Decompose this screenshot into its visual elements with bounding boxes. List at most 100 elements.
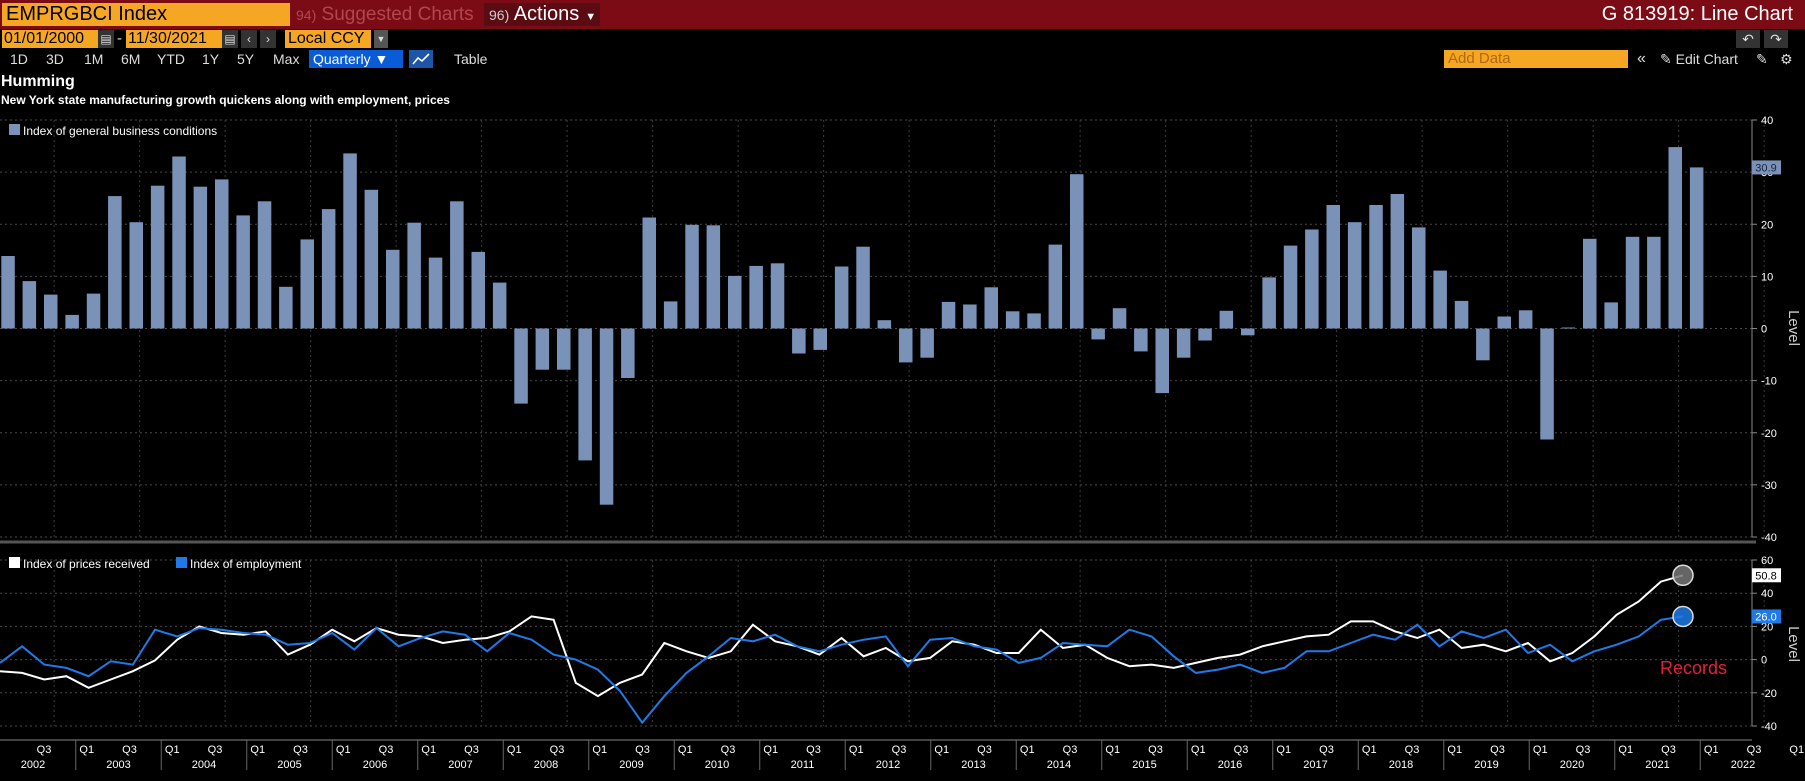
collapse-icon[interactable]: « <box>1637 50 1646 67</box>
last-value-label: 50.8 <box>1755 570 1776 582</box>
bar <box>1347 222 1362 329</box>
undo-icon[interactable]: ↶ <box>1736 30 1760 48</box>
calendar-icon[interactable]: ▤ <box>98 30 114 48</box>
bar <box>578 328 592 461</box>
period-6m-button[interactable]: 6M <box>121 51 141 67</box>
quarter-tick-label: Q3 <box>1148 744 1163 756</box>
period-ytd-button[interactable]: YTD <box>157 51 185 67</box>
bar <box>1369 205 1383 329</box>
tick-label: 0 <box>1761 655 1767 667</box>
last-value-label: 30.9 <box>1755 162 1776 174</box>
bar <box>1262 277 1276 329</box>
table-button[interactable]: Table <box>454 51 488 67</box>
bar <box>899 328 913 363</box>
legend-swatch-business-conditions <box>9 124 20 135</box>
suggested-charts-button[interactable]: 94) Suggested Charts <box>296 3 474 26</box>
legend-label-prices: Index of prices received <box>23 557 150 571</box>
bar <box>1176 328 1191 358</box>
bar <box>813 328 827 350</box>
currency-select[interactable]: Local CCY <box>285 30 371 48</box>
bar <box>1241 328 1255 336</box>
actions-menu-button[interactable]: 96) Actions ▼ <box>484 3 600 26</box>
quarter-tick-label: Q3 <box>1319 744 1334 756</box>
chevron-left-icon[interactable]: ‹ <box>241 30 257 48</box>
bar <box>1476 328 1490 361</box>
year-tick-label: 2013 <box>961 759 985 771</box>
add-data-input[interactable]: Add Data <box>1444 50 1628 68</box>
period-bar: 1D 3D 1M 6M YTD 1Y 5Y Max Quarterly ▼ Ta… <box>0 49 1805 69</box>
top-y-axis-label: Level <box>1785 310 1802 346</box>
suggested-charts-number: 94) <box>296 7 317 23</box>
chevron-right-icon[interactable]: › <box>260 30 276 48</box>
period-max-button[interactable]: Max <box>273 51 300 67</box>
bar <box>685 224 699 329</box>
redo-icon[interactable]: ↷ <box>1764 30 1788 48</box>
end-date-input[interactable]: 11/30/2021 <box>126 30 222 48</box>
quarter-tick-label: Q1 <box>79 744 94 756</box>
bar <box>364 189 379 329</box>
bar <box>1155 328 1169 394</box>
calendar-icon[interactable]: ▤ <box>222 30 238 48</box>
bar <box>172 156 186 329</box>
bars-group <box>1 147 1704 505</box>
start-date-input[interactable]: 01/01/2000 <box>2 30 98 48</box>
quarter-tick-label: Q3 <box>1576 744 1591 756</box>
bar <box>300 239 314 329</box>
bar <box>108 196 122 329</box>
year-tick-label: 2016 <box>1218 759 1242 771</box>
quarter-tick-label: Q3 <box>379 744 394 756</box>
tick-label: -20 <box>1761 688 1777 700</box>
year-tick-label: 2008 <box>534 759 558 771</box>
last-value-label: 26.0 <box>1755 611 1776 623</box>
bar <box>1583 238 1597 329</box>
line-chart-icon[interactable] <box>409 50 433 68</box>
year-tick-label: 2020 <box>1560 759 1584 771</box>
last-value-badge <box>1752 609 1781 624</box>
bar <box>1454 300 1469 329</box>
bar <box>963 304 977 329</box>
bar <box>236 215 250 329</box>
quarter-tick-label: Q1 <box>507 744 522 756</box>
bar <box>770 263 785 329</box>
chevron-down-icon[interactable]: ▼ <box>374 30 388 48</box>
bar <box>1112 308 1127 329</box>
bar <box>1219 310 1234 329</box>
year-tick-label: 2021 <box>1645 759 1669 771</box>
quarter-tick-label: Q3 <box>892 744 907 756</box>
last-value-badge <box>1752 568 1781 583</box>
bar <box>492 282 507 329</box>
quarter-tick-label: Q3 <box>977 744 992 756</box>
year-tick-label: 2022 <box>1731 759 1755 771</box>
period-1y-button[interactable]: 1Y <box>202 51 220 67</box>
period-1m-button[interactable]: 1M <box>84 51 104 67</box>
period-1d-button[interactable]: 1D <box>10 51 28 67</box>
gear-icon[interactable]: ⚙ <box>1780 51 1793 67</box>
bottom-panel-grid <box>0 559 1765 727</box>
period-3d-button[interactable]: 3D <box>46 51 64 67</box>
bar <box>1625 236 1640 329</box>
bar <box>1027 313 1041 329</box>
bar <box>621 328 635 378</box>
quarter-tick-label: Q3 <box>550 744 565 756</box>
quarter-tick-label: Q3 <box>1747 744 1762 756</box>
frequency-select[interactable]: Quarterly ▼ <box>309 50 403 68</box>
edit-chart-button[interactable]: ✎ Edit Chart <box>1660 51 1738 67</box>
bar <box>428 257 443 329</box>
quarter-tick-label: Q1 <box>1618 744 1633 756</box>
edit-icon[interactable]: ✎ <box>1756 51 1768 67</box>
bar <box>834 266 849 329</box>
year-tick-label: 2012 <box>876 759 900 771</box>
tick-label: 40 <box>1761 588 1773 600</box>
year-tick-label: 2018 <box>1389 759 1413 771</box>
bar <box>514 328 528 404</box>
bar <box>150 185 165 329</box>
period-5y-button[interactable]: 5Y <box>237 51 255 67</box>
quarter-tick-label: Q3 <box>37 744 52 756</box>
bar <box>279 286 293 329</box>
quarter-tick-label: Q1 <box>1276 744 1291 756</box>
ticker-field[interactable]: EMPRGBCI Index <box>2 3 290 26</box>
bar <box>1091 328 1105 340</box>
bar <box>450 201 464 329</box>
year-tick-label: 2010 <box>705 759 729 771</box>
